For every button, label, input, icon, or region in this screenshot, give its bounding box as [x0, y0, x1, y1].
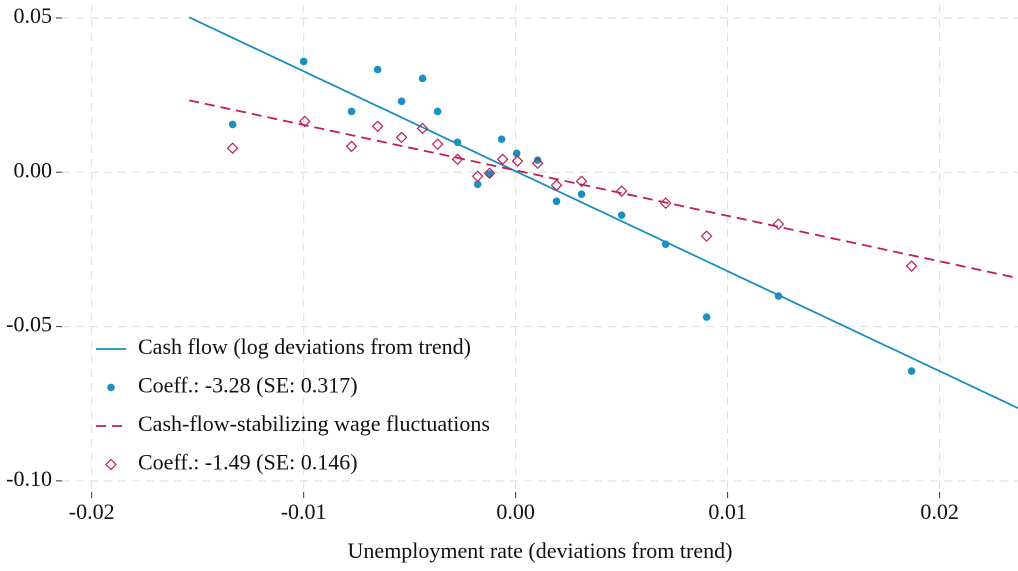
fit-line — [188, 99, 1018, 280]
marker — [347, 107, 356, 116]
x-tick-label: -0.02 — [69, 499, 115, 524]
marker — [659, 197, 672, 209]
marker — [298, 115, 311, 128]
marker — [702, 313, 711, 321]
marker — [905, 260, 918, 272]
y-tick-label: 0.05 — [14, 3, 53, 28]
marker — [473, 180, 482, 189]
marker — [512, 149, 521, 158]
marker — [451, 153, 464, 166]
x-tick-label: 0.01 — [708, 499, 747, 524]
marker — [373, 65, 382, 74]
marker — [511, 155, 524, 168]
marker — [431, 138, 444, 151]
marker — [453, 138, 462, 147]
legend-label: Cash-flow-stabilizing wage fluctuations — [138, 411, 490, 436]
marker — [700, 230, 713, 243]
y-tick-label: -0.05 — [6, 312, 52, 337]
marker — [397, 97, 406, 106]
marker — [550, 179, 563, 192]
legend-label: Coeff.: -1.49 (SE: 0.146) — [138, 450, 358, 475]
y-tick-label: -0.10 — [6, 466, 52, 491]
x-axis-label: Unemployment rate (deviations from trend… — [348, 538, 733, 563]
marker — [577, 190, 586, 198]
x-tick-label: 0.00 — [496, 499, 535, 524]
marker — [345, 140, 358, 153]
marker — [371, 120, 384, 133]
marker — [433, 107, 442, 116]
marker — [533, 156, 542, 165]
fit-line — [188, 16, 1018, 409]
marker — [772, 218, 785, 230]
x-tick-label: -0.01 — [281, 499, 327, 524]
marker — [226, 142, 239, 155]
marker — [497, 135, 506, 144]
marker — [395, 131, 408, 144]
marker — [299, 57, 308, 66]
marker — [661, 240, 670, 248]
marker — [471, 170, 484, 183]
marker — [228, 120, 237, 129]
marker — [552, 197, 561, 206]
marker — [617, 211, 626, 219]
marker — [907, 367, 916, 375]
y-tick-label: 0.00 — [14, 157, 53, 182]
marker — [416, 122, 429, 135]
legend-marker — [105, 458, 117, 471]
legend-label: Cash flow (log deviations from trend) — [138, 334, 471, 359]
marker — [774, 292, 783, 300]
marker — [496, 153, 509, 166]
marker — [615, 185, 628, 197]
legend-marker — [107, 383, 115, 392]
legend-label: Coeff.: -3.28 (SE: 0.317) — [138, 373, 358, 398]
marker — [575, 175, 588, 188]
marker — [531, 157, 544, 170]
marker — [418, 74, 427, 83]
x-tick-label: 0.02 — [920, 499, 959, 524]
marker — [483, 167, 496, 180]
